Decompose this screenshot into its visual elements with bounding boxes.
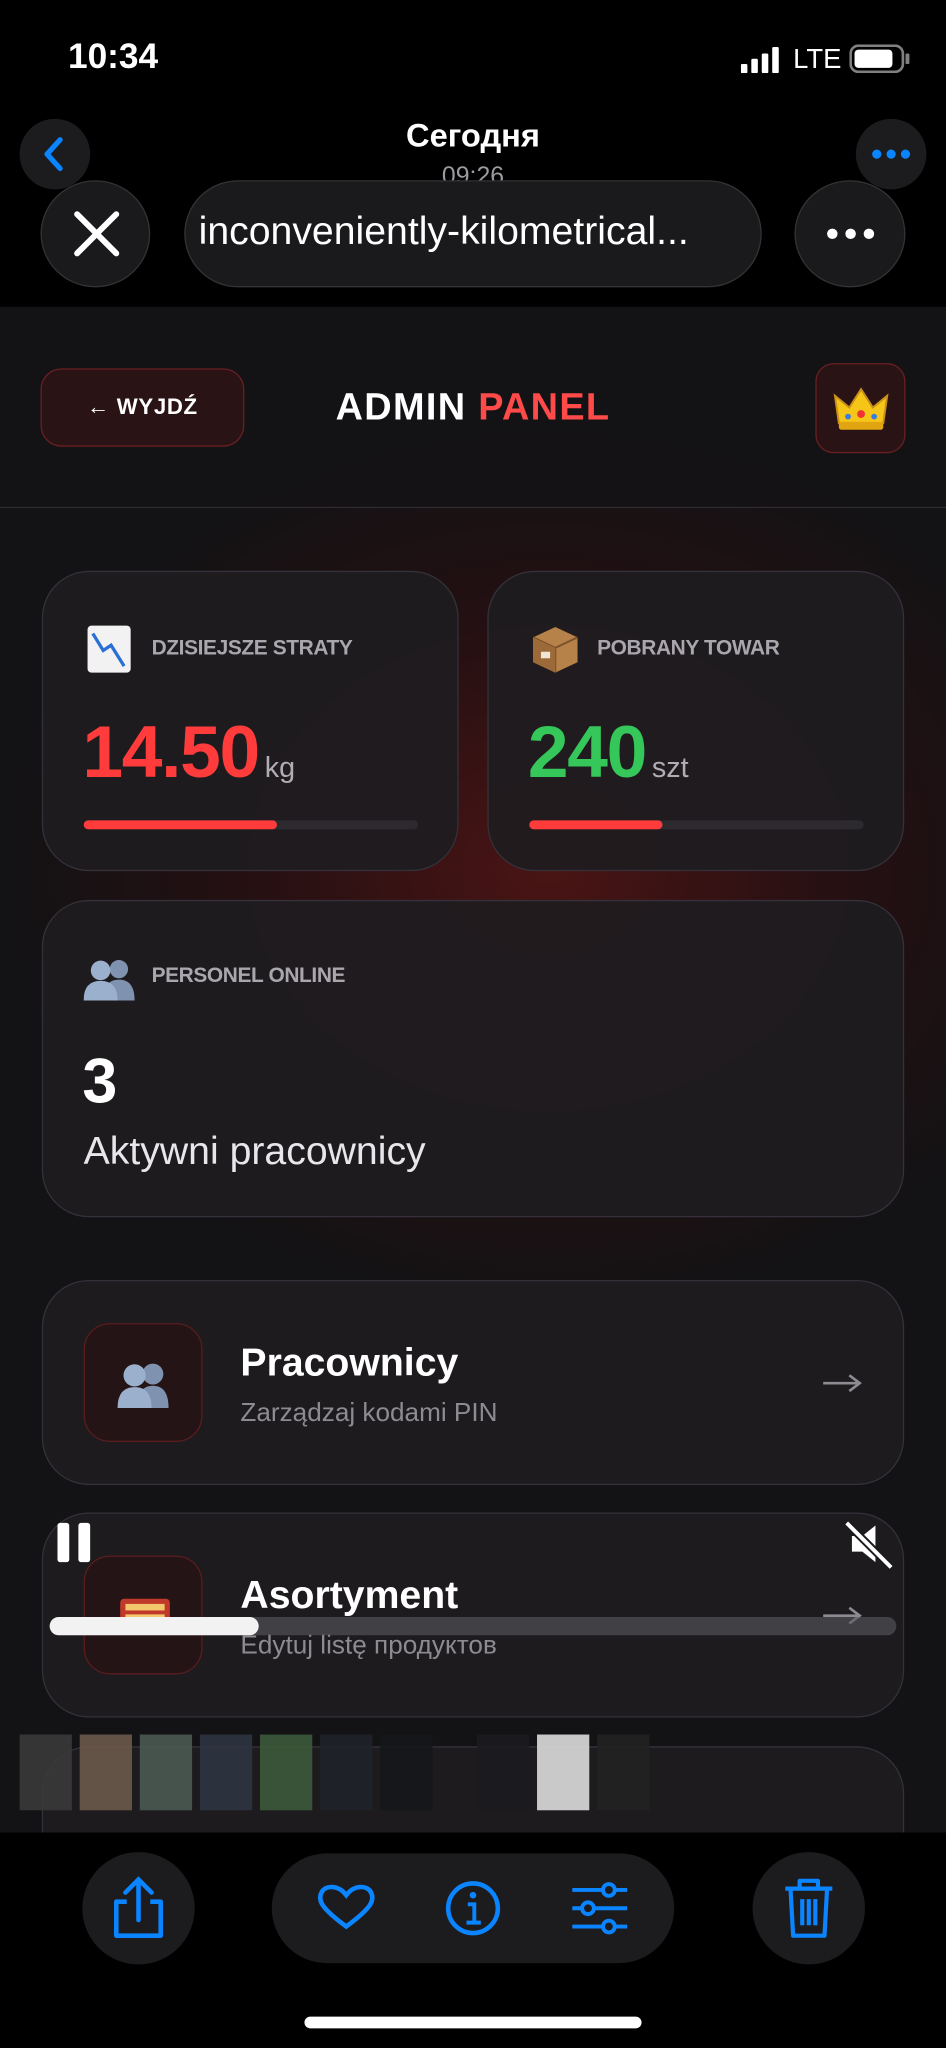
battery-icon	[849, 44, 910, 74]
action-pill	[271, 1853, 675, 1964]
thumbnail[interactable]	[79, 1734, 132, 1811]
thumbnail-strip[interactable]	[19, 1734, 713, 1811]
thumbnail[interactable]	[139, 1734, 193, 1811]
title-main: ADMIN	[335, 386, 467, 429]
exit-button[interactable]	[40, 368, 245, 447]
progress-fill	[529, 820, 663, 830]
share-button[interactable]	[82, 1852, 195, 1965]
thumbnail[interactable]	[320, 1734, 373, 1811]
menu-icon-box	[83, 1555, 203, 1675]
progress-track	[529, 820, 864, 830]
adjust-icon[interactable]	[572, 1882, 628, 1935]
stat-unit: szt	[651, 751, 689, 784]
people-icon	[83, 959, 135, 1001]
crown-button[interactable]	[815, 363, 906, 454]
online-label: PERSONEL ONLINE	[151, 965, 346, 988]
online-value: 3	[82, 1047, 118, 1117]
more-button[interactable]	[855, 118, 927, 190]
nav-title: Сегодня	[405, 117, 540, 155]
menu-icon-box	[83, 1323, 203, 1442]
crown-icon	[833, 387, 889, 430]
thumbnail[interactable]	[260, 1734, 313, 1811]
thumbnail[interactable]	[19, 1734, 72, 1811]
stat-number: 14.50	[82, 710, 260, 793]
pause-button[interactable]	[55, 1520, 94, 1564]
video-scrubber[interactable]	[49, 1616, 897, 1636]
stat-label: POBRANY TOWAR	[597, 637, 780, 660]
scrubber-progress	[49, 1616, 259, 1636]
thumbnail[interactable]	[597, 1734, 650, 1811]
thumbnail[interactable]	[476, 1734, 530, 1811]
status-time: 10:34	[67, 36, 159, 76]
stat-value: 240 szt	[528, 715, 689, 789]
menu-subtitle: Edytuj listę продуктов	[240, 1631, 497, 1661]
like-icon[interactable]	[317, 1884, 375, 1930]
thumbnail[interactable]	[380, 1734, 433, 1811]
stat-label: DZISIEJSZE STRATY	[151, 637, 353, 660]
browser-menu[interactable]	[794, 180, 906, 288]
stat-number: 240	[527, 710, 647, 793]
mute-button[interactable]	[841, 1518, 896, 1570]
exit-label: ← WYJDŹ	[87, 394, 198, 420]
online-caption: Aktywni pracownicy	[83, 1129, 426, 1173]
network-label: LTE	[793, 44, 842, 75]
menu-title: Asortyment	[240, 1573, 459, 1617]
progress-track	[83, 820, 419, 830]
stat-value: 14.50 kg	[82, 715, 296, 789]
admin-title: ADMIN PANEL	[0, 389, 946, 427]
url-text: inconveniently-kilometrical...	[198, 210, 689, 254]
back-button[interactable]	[19, 118, 91, 190]
signal-icon	[740, 47, 779, 74]
menu-subtitle: Zarządzaj kodami PIN	[240, 1398, 498, 1428]
progress-fill	[83, 820, 278, 830]
chart-down-icon	[87, 625, 131, 673]
thumbnail[interactable]	[537, 1734, 590, 1811]
menu-arrow	[823, 1374, 862, 1393]
delete-button[interactable]	[752, 1852, 865, 1965]
box-icon	[532, 626, 578, 673]
close-button[interactable]	[40, 180, 151, 288]
url-field[interactable]	[184, 180, 762, 288]
menu-title: Pracownicy	[240, 1341, 459, 1385]
thumbnail[interactable]	[199, 1734, 253, 1811]
online-card	[41, 899, 905, 1218]
stat-unit: kg	[264, 751, 296, 784]
info-icon[interactable]	[445, 1881, 501, 1936]
home-indicator	[304, 2016, 642, 2029]
title-accent: PANEL	[478, 386, 611, 429]
